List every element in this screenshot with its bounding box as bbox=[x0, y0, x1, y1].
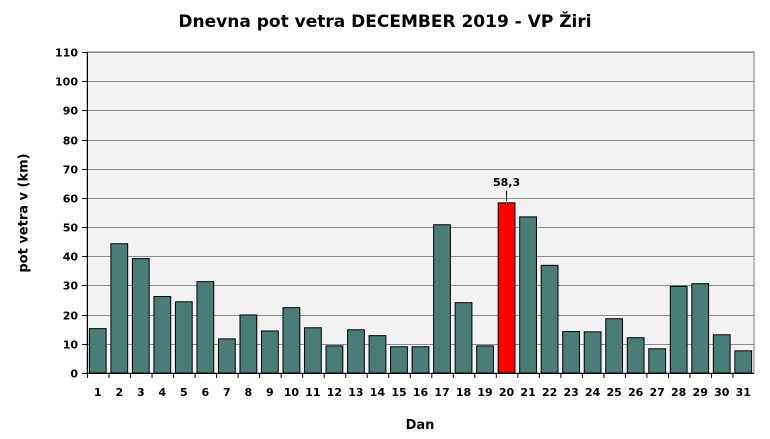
y-tick-label: 30 bbox=[63, 280, 79, 293]
label-layer: 58,3 bbox=[493, 176, 520, 201]
data-label: 58,3 bbox=[493, 176, 520, 189]
x-axis-label: Dan bbox=[405, 418, 435, 433]
x-tick-label: 29 bbox=[693, 386, 708, 399]
x-tick-label: 14 bbox=[370, 386, 386, 399]
bar bbox=[433, 224, 451, 374]
x-tick-label: 18 bbox=[456, 386, 471, 399]
x-tick-label: 15 bbox=[391, 386, 406, 399]
y-tick-label: 110 bbox=[55, 47, 78, 60]
x-tick-label: 6 bbox=[202, 386, 210, 399]
bar bbox=[239, 314, 258, 374]
bar-highlighted bbox=[497, 202, 516, 374]
x-tick-label: 22 bbox=[542, 386, 557, 399]
bar bbox=[734, 350, 753, 374]
x-tick-label: 23 bbox=[563, 386, 578, 399]
bar bbox=[110, 243, 129, 374]
bar bbox=[153, 296, 172, 374]
bar bbox=[626, 337, 645, 374]
bar-layer bbox=[88, 202, 753, 374]
bar bbox=[131, 258, 150, 374]
bar bbox=[476, 345, 494, 374]
x-tick-label: 20 bbox=[499, 386, 515, 399]
bar bbox=[390, 346, 408, 374]
bar bbox=[411, 346, 430, 374]
bar bbox=[648, 348, 667, 374]
bar bbox=[217, 338, 236, 374]
x-tick-label: 1 bbox=[94, 386, 102, 399]
x-tick-label: 10 bbox=[284, 386, 300, 399]
x-tick-label: 19 bbox=[477, 386, 492, 399]
bar bbox=[88, 328, 107, 374]
x-tick-label: 16 bbox=[413, 386, 429, 399]
bar bbox=[583, 331, 602, 374]
y-tick-label: 90 bbox=[63, 105, 79, 118]
x-tick-label: 12 bbox=[327, 386, 342, 399]
x-tick-label: 5 bbox=[180, 386, 188, 399]
bar bbox=[174, 301, 193, 374]
x-tick-label: 7 bbox=[223, 386, 231, 399]
bar bbox=[347, 329, 365, 374]
y-tick-label: 10 bbox=[63, 339, 79, 352]
bar bbox=[691, 283, 710, 374]
y-tick-label: 20 bbox=[63, 310, 79, 323]
y-tick-label: 60 bbox=[63, 193, 79, 206]
x-tick-label: 3 bbox=[137, 386, 145, 399]
x-tick-label: 17 bbox=[434, 386, 449, 399]
x-tick-label: 30 bbox=[714, 386, 730, 399]
bar bbox=[669, 285, 688, 374]
bar bbox=[519, 216, 537, 374]
bar bbox=[562, 331, 581, 374]
bar bbox=[712, 334, 731, 374]
x-tick-label: 26 bbox=[628, 386, 644, 399]
x-tick-label: 21 bbox=[520, 386, 535, 399]
x-tick-label: 2 bbox=[115, 386, 123, 399]
y-tick-label: 80 bbox=[63, 135, 79, 148]
x-tick-label: 31 bbox=[736, 386, 751, 399]
y-tick-label: 70 bbox=[63, 164, 79, 177]
y-tick-label: 100 bbox=[55, 76, 78, 89]
x-tick-label: 4 bbox=[158, 386, 166, 399]
chart-title: Dnevna pot vetra DECEMBER 2019 - VP Žiri bbox=[178, 12, 592, 32]
bar bbox=[260, 330, 279, 374]
y-tick-label: 50 bbox=[63, 222, 79, 235]
bar bbox=[454, 302, 473, 374]
y-tick-label: 0 bbox=[70, 368, 78, 381]
x-tick-label: 8 bbox=[245, 386, 253, 399]
x-tick-label: 11 bbox=[305, 386, 320, 399]
x-tick-label: 13 bbox=[348, 386, 363, 399]
bar bbox=[196, 281, 215, 374]
x-tick-label: 27 bbox=[650, 386, 665, 399]
bar bbox=[304, 327, 322, 374]
bar bbox=[540, 264, 559, 374]
bar bbox=[325, 345, 344, 374]
x-tick-label: 9 bbox=[266, 386, 274, 399]
x-tick-label: 28 bbox=[671, 386, 686, 399]
bar bbox=[368, 335, 387, 374]
bar bbox=[605, 318, 624, 374]
y-tick-label: 40 bbox=[63, 251, 79, 264]
bar bbox=[282, 307, 301, 374]
x-tick-label: 24 bbox=[585, 386, 601, 399]
x-tick-label: 25 bbox=[606, 386, 621, 399]
